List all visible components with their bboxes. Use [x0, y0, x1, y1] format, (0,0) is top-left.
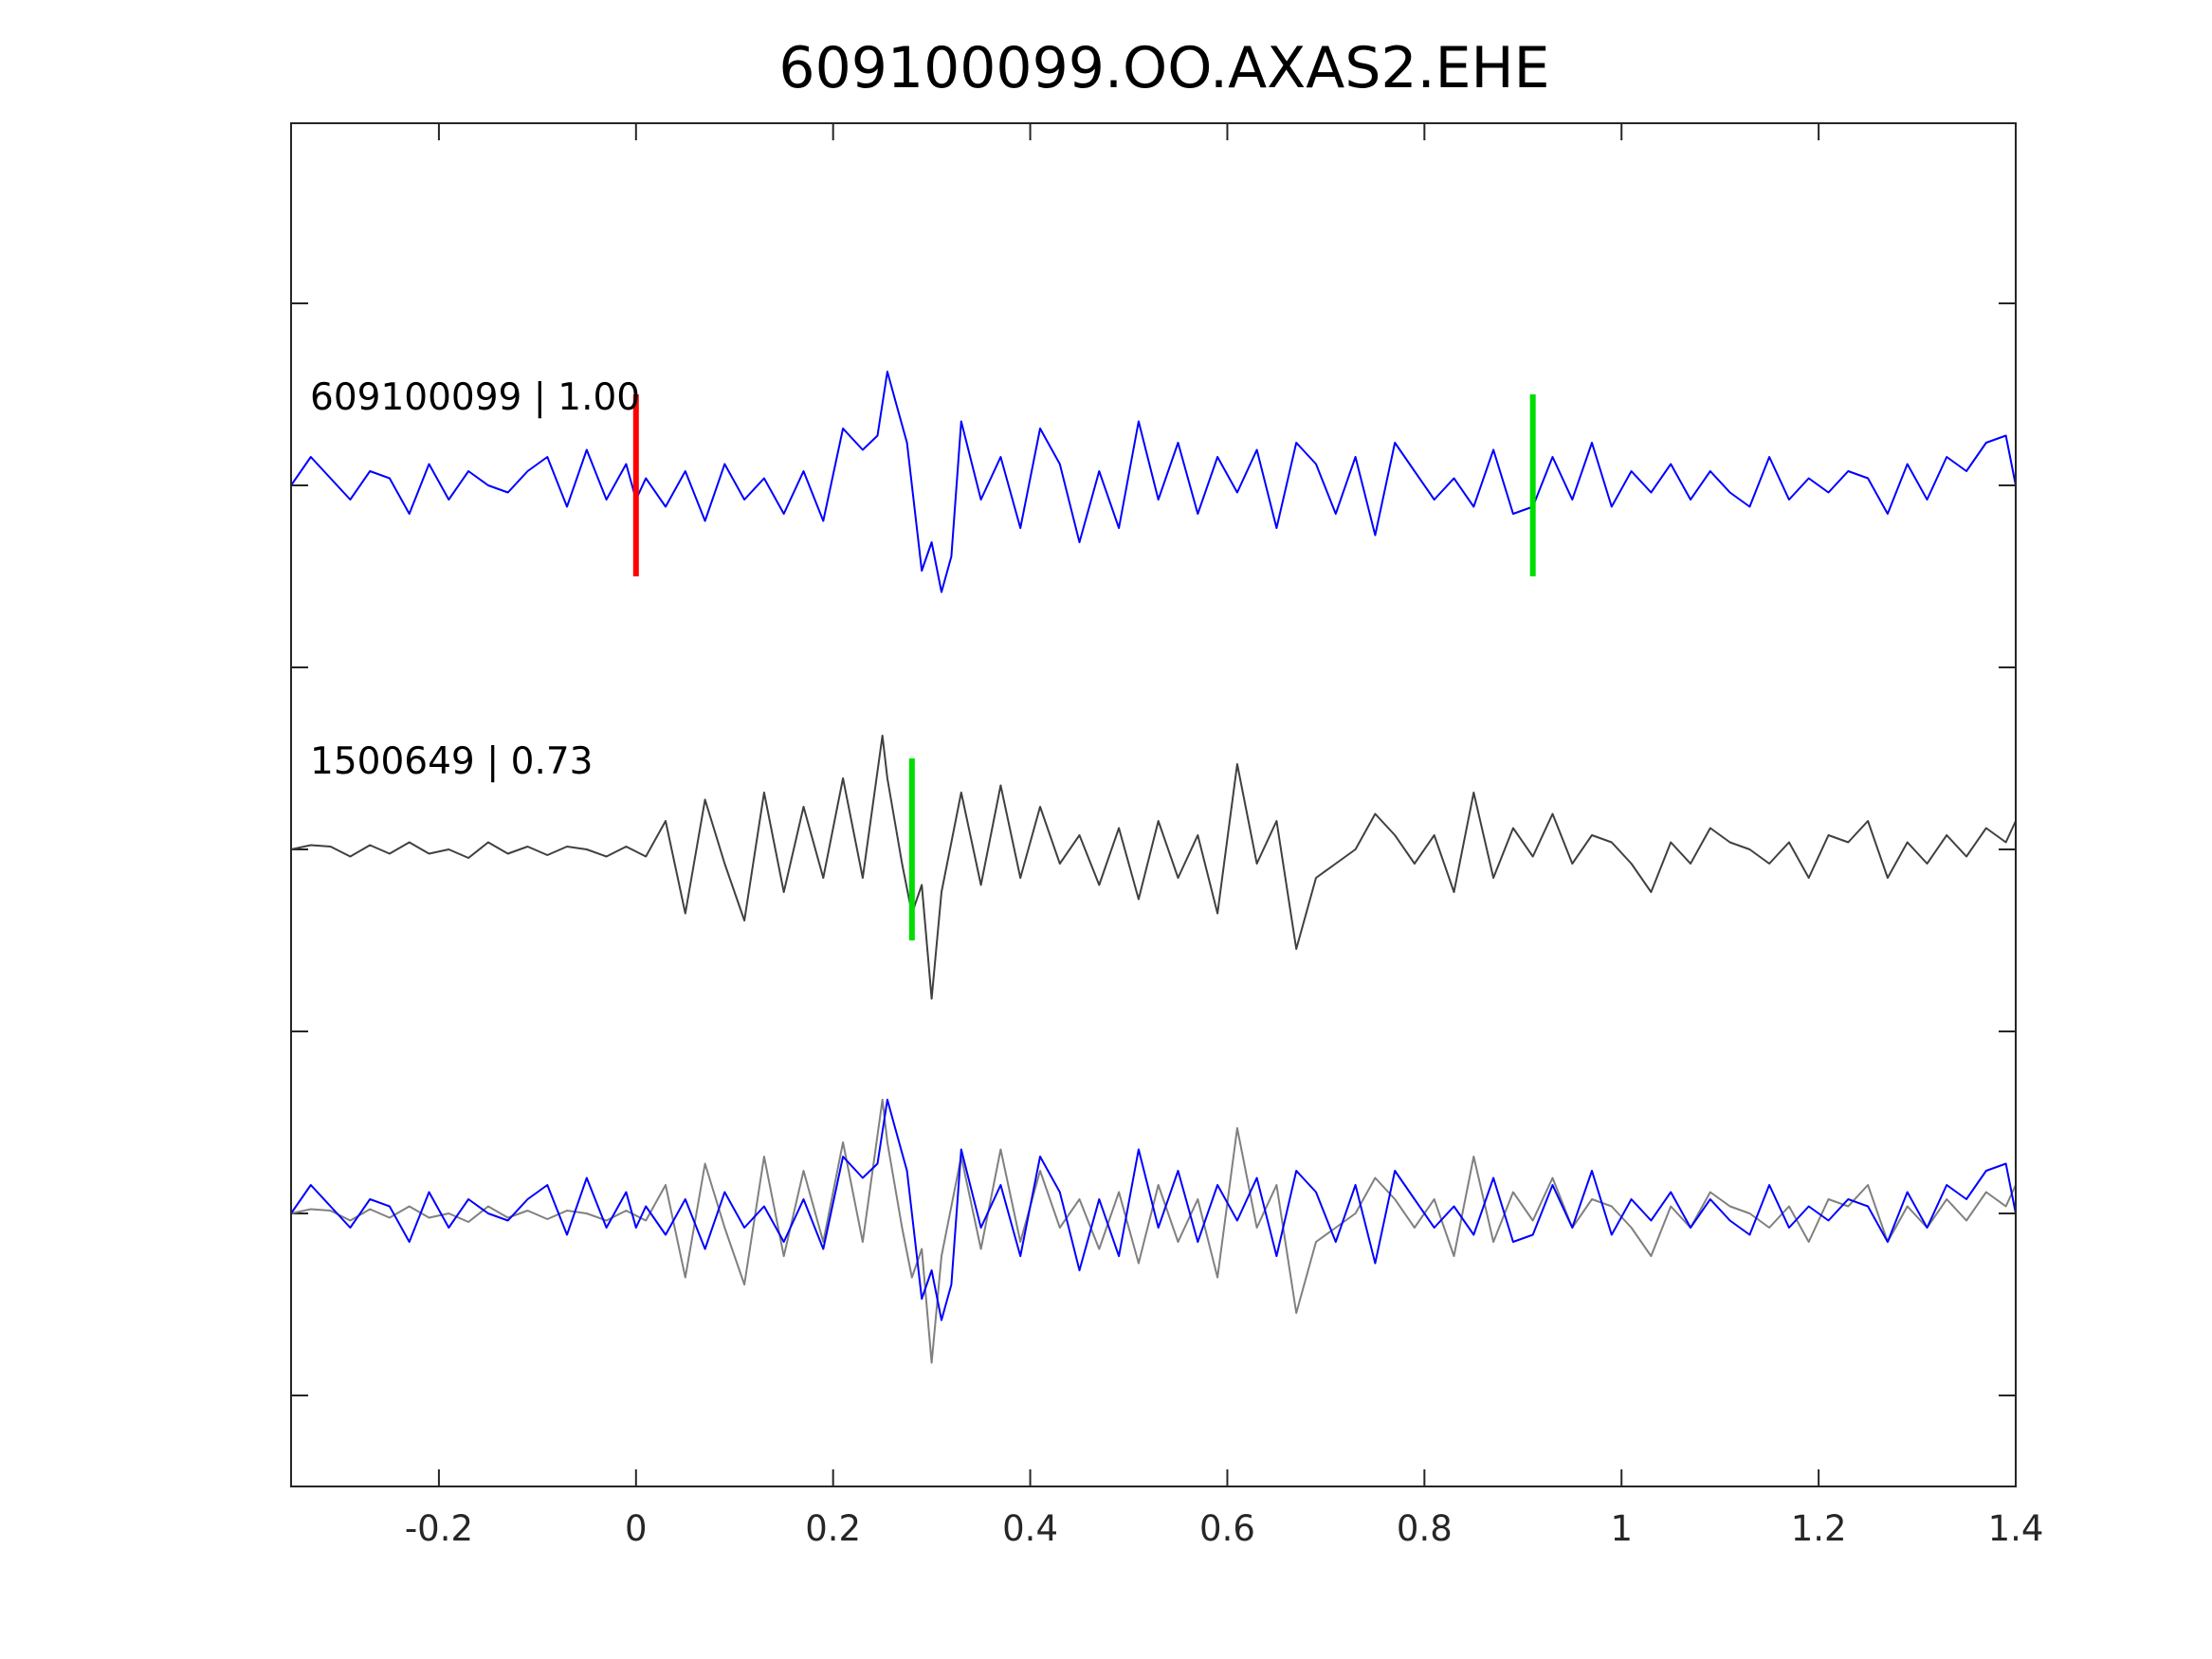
waveform-trace: [290, 371, 2017, 593]
phase-picks: [632, 394, 1536, 940]
trace-label: 1500649 | 0.73: [310, 740, 593, 783]
overlay-trace: [290, 1099, 2017, 1364]
x-tick-label: 1.4: [1988, 1508, 2044, 1549]
x-tick-label: 0.4: [1002, 1508, 1058, 1549]
x-tick-label: 1.2: [1791, 1508, 1847, 1549]
x-tick-labels: -0.2 0 0.2 0.4 0.6 0.8 1 1.2 1.4: [405, 1508, 2044, 1549]
x-tick-label: 0.6: [1199, 1508, 1255, 1549]
x-tick-label: 1: [1610, 1508, 1633, 1549]
x-tick-label: 0: [625, 1508, 648, 1549]
x-tick-label: 0.2: [805, 1508, 861, 1549]
chart-title: 609100099.OO.AXAS2.EHE: [778, 35, 1549, 101]
overlay-trace: [290, 1099, 2017, 1322]
plot-frame: [290, 122, 2017, 1487]
x-tick-label: 0.8: [1397, 1508, 1453, 1549]
trace-labels: 609100099 | 1.00 1500649 | 0.73: [310, 376, 640, 783]
waveform-trace: [290, 735, 2017, 1000]
trace-label: 609100099 | 1.00: [310, 376, 640, 419]
waveform-traces: [290, 371, 2017, 1364]
x-tick-label: -0.2: [405, 1508, 473, 1549]
axis-ticks: [291, 123, 2017, 1486]
